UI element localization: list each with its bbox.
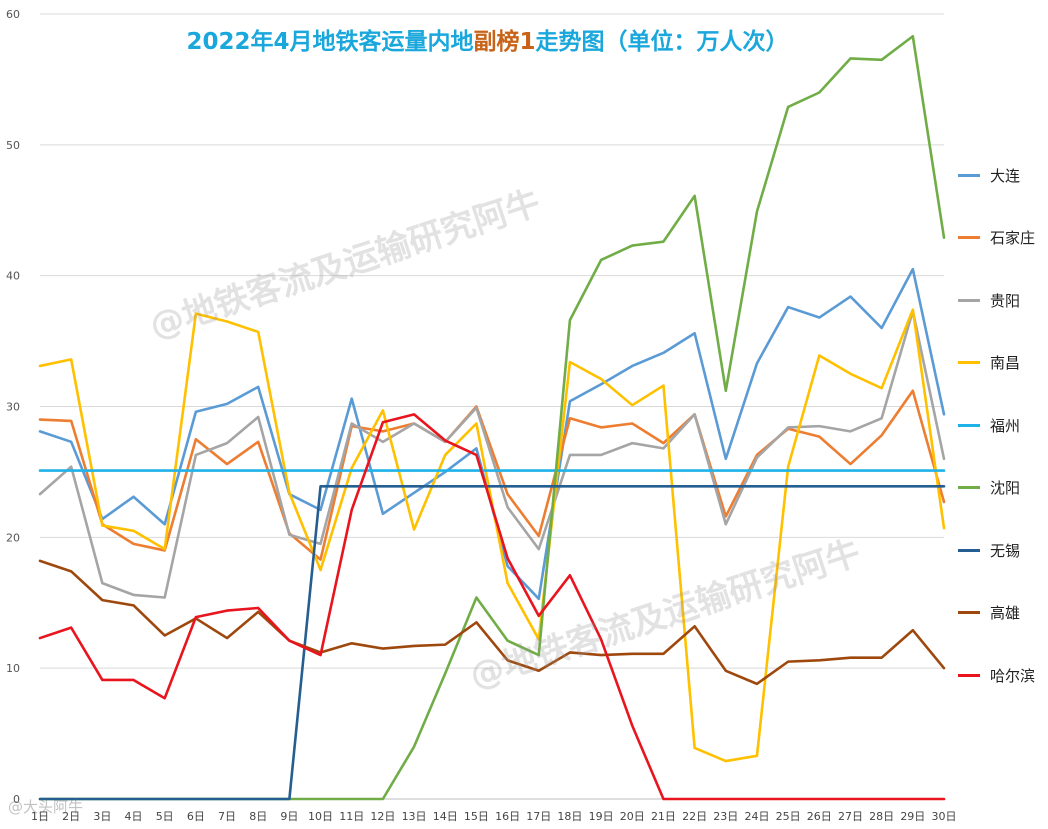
x-tick-label: 10日: [308, 810, 333, 823]
x-tick-label: 26日: [807, 810, 832, 823]
x-tick-label: 14日: [433, 810, 458, 823]
x-tick-label: 4日: [125, 810, 143, 823]
x-tick-label: 13日: [402, 810, 427, 823]
legend-swatch: [958, 611, 980, 614]
x-tick-label: 24日: [744, 810, 769, 823]
x-tick-label: 7日: [218, 810, 236, 823]
y-tick-label: 30: [6, 401, 20, 414]
series-line-石家庄: [38, 389, 946, 561]
legend-label: 高雄: [990, 604, 1021, 622]
x-tick-label: 27日: [838, 810, 863, 823]
legend-label: 大连: [990, 166, 1021, 185]
series-line-高雄: [38, 559, 946, 686]
x-tick-label: 29日: [900, 810, 925, 823]
legend-label: 无锡: [990, 541, 1021, 560]
watermark-corner: @大头阿牛: [8, 798, 84, 816]
legend-item: 哈尔滨: [958, 663, 1035, 687]
legend-swatch: [958, 236, 980, 239]
legend-label: 石家庄: [990, 229, 1036, 247]
x-tick-label: 25日: [776, 810, 801, 823]
x-tick-label: 19日: [589, 810, 614, 823]
x-tick-label: 3日: [93, 810, 111, 823]
x-tick-label: 30日: [932, 810, 957, 823]
legend-label: 沈阳: [990, 479, 1021, 497]
x-tick-label: 15日: [464, 810, 489, 823]
legend-label: 贵阳: [990, 291, 1021, 310]
legend-item: 福州: [958, 413, 1020, 437]
legend-swatch: [958, 361, 980, 364]
y-tick-label: 10: [6, 662, 20, 675]
y-tick-label: 20: [6, 531, 20, 544]
legend-label: 南昌: [990, 354, 1021, 372]
x-tick-label: 18日: [557, 810, 582, 823]
x-tick-label: 12日: [370, 810, 395, 823]
chart-title-main: 2022年4月地铁客运量内地: [186, 29, 474, 55]
legend-swatch: [958, 423, 980, 427]
legend-swatch: [958, 673, 980, 677]
series-line-无锡: [38, 485, 946, 801]
legend-item: 无锡: [958, 538, 1020, 562]
y-tick-label: 40: [6, 270, 20, 283]
x-tick-label: 28日: [869, 810, 894, 823]
legend-swatch: [958, 173, 980, 177]
x-tick-label: 6日: [187, 810, 205, 823]
series-line-南昌: [38, 308, 946, 763]
chart-title-tail: 走势图（单位：万人次）: [535, 29, 789, 55]
legend-item: 高雄: [958, 601, 1020, 625]
legend-swatch: [958, 298, 980, 302]
x-tick-label: 21日: [651, 810, 676, 823]
x-tick-label: 9日: [280, 810, 298, 823]
legend-item: 沈阳: [958, 476, 1020, 500]
x-tick-label: 1日: [31, 810, 49, 823]
x-tick-label: 16日: [495, 810, 520, 823]
legend-item: 贵阳: [958, 288, 1020, 312]
legend-swatch: [958, 548, 980, 552]
chart-title: 2022年4月地铁客运量内地副榜1走势图（单位：万人次）: [0, 22, 975, 56]
series-line-哈尔滨: [38, 413, 946, 801]
y-tick-label: 0: [13, 793, 20, 806]
x-tick-label: 11日: [339, 810, 364, 823]
legend-label: 福州: [990, 416, 1021, 435]
x-tick-label: 17日: [526, 810, 551, 823]
x-tick-label: 20日: [620, 810, 645, 823]
x-tick-label: 22日: [682, 810, 707, 823]
y-tick-label: 60: [6, 8, 20, 21]
series-line-贵阳: [38, 309, 946, 599]
legend-label: 哈尔滨: [990, 666, 1036, 685]
x-tick-label: 2日: [62, 810, 80, 823]
chart-title-highlight: 副榜1: [473, 29, 536, 55]
y-tick-label: 50: [6, 139, 20, 152]
x-tick-label: 5日: [156, 810, 174, 823]
x-tick-label: 8日: [249, 810, 267, 823]
legend-item: 石家庄: [958, 226, 1035, 250]
legend-item: 大连: [958, 163, 1020, 187]
x-tick-label: 23日: [713, 810, 738, 823]
legend-swatch: [958, 486, 980, 489]
legend-item: 南昌: [958, 351, 1020, 375]
